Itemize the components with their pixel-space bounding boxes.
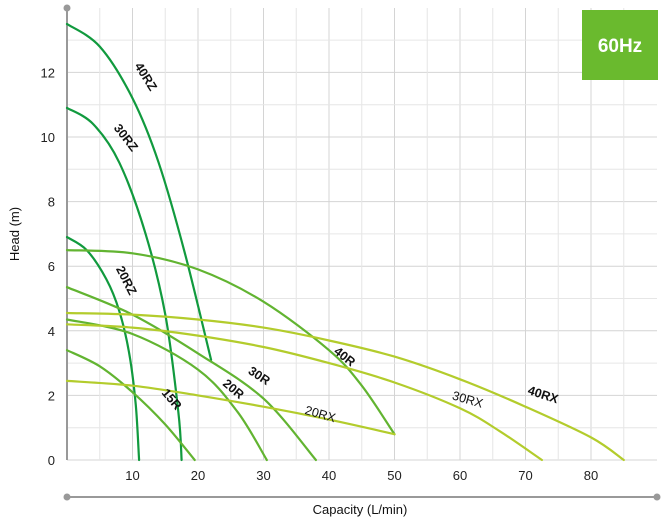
x-tick-label: 20 <box>191 468 205 483</box>
x-tick-label: 50 <box>387 468 401 483</box>
curve-30rz <box>65 106 183 462</box>
curve-30rx <box>65 323 543 462</box>
curve-40rx <box>65 311 625 462</box>
x-axis-end-dot <box>653 493 661 501</box>
curve-label-30r: 30R <box>246 364 273 388</box>
curve-40r <box>65 249 396 436</box>
frequency-badge <box>582 10 658 80</box>
y-tick-label: 10 <box>41 130 55 145</box>
x-tick-label: 40 <box>322 468 336 483</box>
x-tick-label: 80 <box>584 468 598 483</box>
chart-axes <box>63 4 661 501</box>
curve-label-20rx: 20RX <box>303 403 338 425</box>
curve-30r <box>65 286 317 462</box>
x-tick-label: 60 <box>453 468 467 483</box>
curve-20rx <box>65 379 396 436</box>
x-tick-label: 70 <box>518 468 532 483</box>
pump-curves <box>65 22 625 462</box>
x-axis-start-dot <box>63 493 71 501</box>
curve-label-30rz: 30RZ <box>111 121 141 154</box>
y-tick-label: 12 <box>41 65 55 80</box>
y-tick-label: 6 <box>48 259 55 274</box>
curve-40rz <box>65 22 213 361</box>
frequency-badge-text: 60Hz <box>598 36 642 57</box>
chart-grid <box>67 8 657 461</box>
x-tick-label: 30 <box>256 468 270 483</box>
curve-label-40rx: 40RX <box>526 383 561 406</box>
x-axis-title: Capacity (L/min) <box>313 502 408 517</box>
y-tick-label: 0 <box>48 453 55 468</box>
y-tick-label: 8 <box>48 195 55 210</box>
y-axis-end-dot <box>63 4 71 12</box>
y-axis-title: Head (m) <box>7 207 22 261</box>
x-tick-label: 10 <box>125 468 139 483</box>
curve-label-20rz: 20RZ <box>113 264 140 298</box>
curve-label-40rz: 40RZ <box>132 60 160 94</box>
y-tick-label: 4 <box>48 324 55 339</box>
curve-label-20r: 20R <box>220 376 247 401</box>
y-tick-labels: 0 2 4 6 8 10 12 <box>41 65 55 468</box>
y-tick-label: 2 <box>48 388 55 403</box>
curve-15r <box>65 349 196 462</box>
x-tick-labels: 10 20 30 40 50 60 70 80 <box>125 468 598 483</box>
